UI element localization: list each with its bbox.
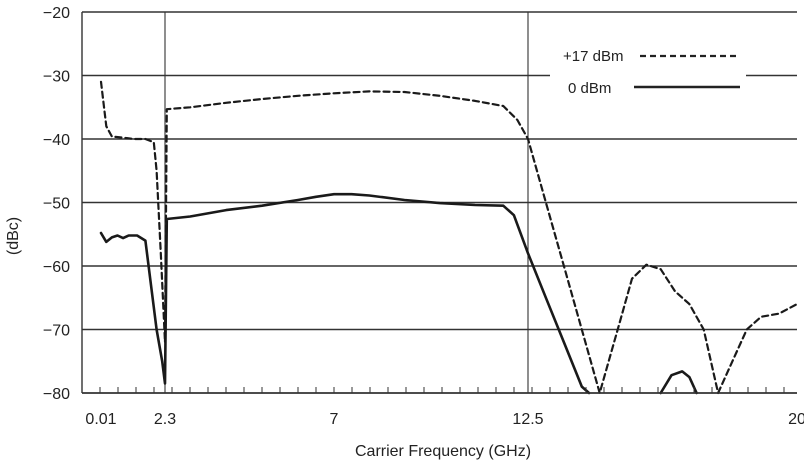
legend: +17 dBm 0 dBm (550, 38, 746, 108)
y-tick-label: −70 (43, 323, 70, 340)
y-tick-label: −80 (43, 386, 70, 403)
y-tick-label: −60 (43, 259, 70, 276)
x-tick-label: 7 (330, 411, 339, 428)
legend-label-0dbm: 0 dBm (568, 80, 611, 97)
tick-labels: −20 −30 −40 −50 −60 −70 −80 0.01 2.3 7 12.5 20 (43, 5, 804, 428)
series-line-2 (659, 370, 698, 395)
y-tick-label: −50 (43, 196, 70, 213)
x-tick-label: 2.3 (154, 411, 176, 428)
series-line-0 (99, 80, 799, 395)
x-axis-title: Carrier Frequency (GHz) (355, 443, 531, 460)
legend-background (550, 38, 746, 108)
y-tick-label: −40 (43, 132, 70, 149)
y-tick-label: −20 (43, 5, 70, 22)
series-line-1 (99, 192, 591, 395)
x-tick-label: 12.5 (512, 411, 543, 428)
y-axis-title: (dBc) (5, 217, 22, 255)
x-tick-label: 0.01 (85, 411, 116, 428)
axes (81, 12, 797, 394)
series-layer (99, 80, 799, 395)
legend-label-17dbm: +17 dBm (563, 48, 623, 65)
y-tick-label: −30 (43, 69, 70, 86)
x-tick-label: 20 (788, 411, 804, 428)
